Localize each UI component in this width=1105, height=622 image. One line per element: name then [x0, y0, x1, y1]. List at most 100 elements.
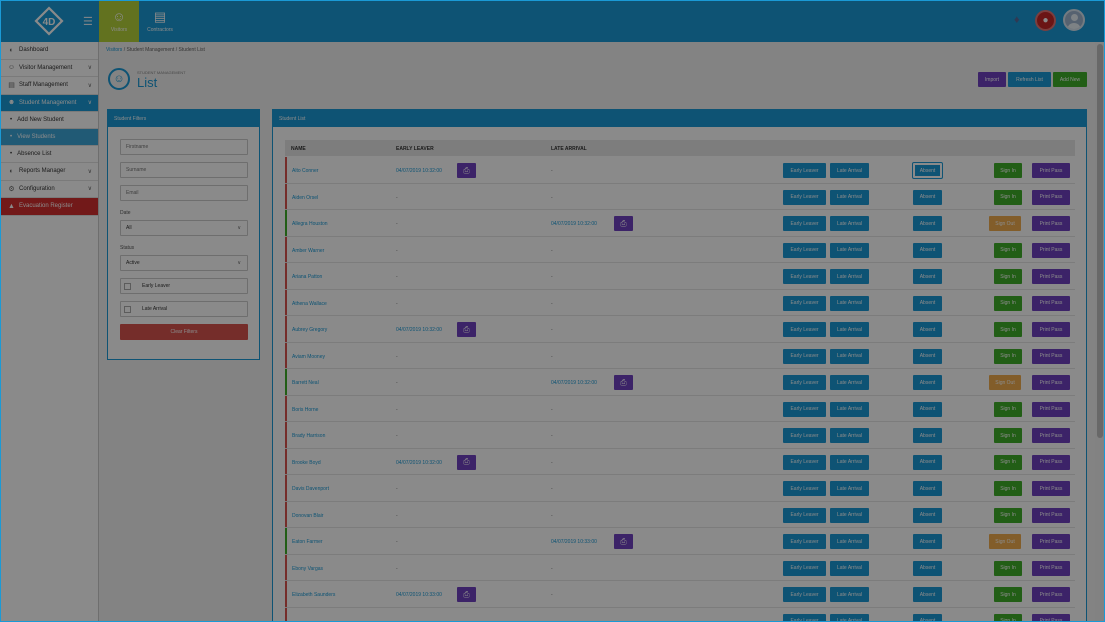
print-pass-button[interactable]: Print Pass: [1032, 534, 1070, 549]
absent-button[interactable]: Absent: [913, 613, 942, 622]
sidebar-item-reports-manager[interactable]: ◐ Reports Manager ∨: [0, 163, 98, 181]
student-name-link[interactable]: Aubrey Gregory: [292, 327, 328, 333]
print-pass-button[interactable]: Print Pass: [1032, 163, 1070, 178]
late-arrival-button[interactable]: Late Arrival: [830, 534, 869, 549]
student-name-link[interactable]: Athena Wallace: [292, 300, 327, 307]
print-pass-button[interactable]: Print Pass: [1032, 560, 1070, 576]
sign-in-button[interactable]: Sign In: [994, 401, 1022, 417]
student-name-link[interactable]: Ariana Patton: [292, 274, 323, 280]
absent-button[interactable]: Absent: [913, 481, 942, 496]
absent-button[interactable]: Absent: [913, 348, 942, 364]
print-icon[interactable]: ⎙: [614, 534, 633, 549]
print-pass-button[interactable]: Print Pass: [1032, 454, 1070, 470]
print-pass-button[interactable]: Print Pass: [1032, 295, 1070, 311]
column-header-late-arrival[interactable]: LATE ARRIVAL: [551, 146, 587, 152]
late-arrival-checkbox[interactable]: [124, 306, 131, 313]
sign-in-button[interactable]: Sign In: [994, 295, 1022, 311]
student-name-link[interactable]: Brady Harrison: [292, 433, 326, 439]
print-pass-button[interactable]: Print Pass: [1032, 613, 1070, 622]
print-icon[interactable]: ⎙: [614, 375, 633, 390]
late-arrival-button[interactable]: Late Arrival: [830, 189, 869, 205]
sign-in-button[interactable]: Sign In: [994, 587, 1022, 602]
sign-in-button[interactable]: Sign In: [994, 481, 1022, 496]
sign-in-button[interactable]: Sign In: [994, 428, 1022, 443]
absent-button[interactable]: Absent: [913, 401, 942, 417]
student-name-link[interactable]: Aviam Mooney: [292, 353, 325, 360]
print-pass-button[interactable]: Print Pass: [1032, 189, 1070, 205]
date-select[interactable]: All ∨: [120, 220, 248, 236]
early-leaver-button[interactable]: Early Leaver: [783, 242, 826, 258]
absent-button[interactable]: Absent: [913, 375, 942, 390]
early-leaver-button[interactable]: Early Leaver: [783, 348, 826, 364]
sign-in-button[interactable]: Sign In: [994, 507, 1022, 523]
print-pass-button[interactable]: Print Pass: [1032, 375, 1070, 390]
sign-in-button[interactable]: Sign In: [994, 269, 1022, 284]
absent-button[interactable]: Absent: [913, 507, 942, 523]
early-leaver-button[interactable]: Early Leaver: [783, 560, 826, 576]
absent-button[interactable]: Absent: [913, 587, 942, 602]
print-pass-button[interactable]: Print Pass: [1032, 216, 1070, 231]
sign-in-button[interactable]: Sign In: [994, 560, 1022, 576]
page-scrollbar[interactable]: [1095, 42, 1105, 622]
surname-input[interactable]: Surname: [120, 162, 248, 178]
late-arrival-button[interactable]: Late Arrival: [830, 322, 869, 337]
print-icon[interactable]: ⎙: [457, 322, 476, 337]
absent-button[interactable]: Absent: [913, 269, 942, 284]
absent-button[interactable]: Absent: [913, 189, 942, 205]
sidebar-item-student-management[interactable]: ☻ Student Management ∨: [0, 94, 98, 112]
early-leaver-button[interactable]: Early Leaver: [783, 507, 826, 523]
late-arrival-button[interactable]: Late Arrival: [830, 295, 869, 311]
absent-button[interactable]: Absent: [913, 163, 942, 178]
early-leaver-button[interactable]: Early Leaver: [783, 216, 826, 231]
student-name-link[interactable]: Donovan Blair: [292, 512, 324, 519]
print-pass-button[interactable]: Print Pass: [1032, 242, 1070, 258]
early-leaver-button[interactable]: Early Leaver: [783, 587, 826, 602]
sign-in-button[interactable]: Sign In: [994, 322, 1022, 337]
early-leaver-button[interactable]: Early Leaver: [783, 481, 826, 496]
absent-button[interactable]: Absent: [913, 322, 942, 337]
early-leaver-button[interactable]: Early Leaver: [783, 428, 826, 443]
sidebar-item-staff-management[interactable]: ▤ Staff Management ∨: [0, 77, 98, 95]
firstname-input[interactable]: Firstname: [120, 139, 248, 155]
print-pass-button[interactable]: Print Pass: [1032, 401, 1070, 417]
late-arrival-button[interactable]: Late Arrival: [830, 242, 869, 258]
late-arrival-button[interactable]: Late Arrival: [830, 401, 869, 417]
print-pass-button[interactable]: Print Pass: [1032, 269, 1070, 284]
sign-in-button[interactable]: Sign In: [994, 613, 1022, 622]
early-leaver-button[interactable]: Early Leaver: [783, 322, 826, 337]
student-name-link[interactable]: Barrett Neal: [292, 380, 319, 386]
early-leaver-button[interactable]: Early Leaver: [783, 534, 826, 549]
early-leaver-button[interactable]: Early Leaver: [783, 613, 826, 622]
late-arrival-button[interactable]: Late Arrival: [830, 216, 869, 231]
early-leaver-button[interactable]: Early Leaver: [783, 269, 826, 284]
absent-button[interactable]: Absent: [913, 534, 942, 549]
sidebar-item-evacuation-register[interactable]: ▲ Evacuation Register: [0, 198, 98, 216]
absent-button[interactable]: Absent: [913, 295, 942, 311]
sign-in-button[interactable]: Sign In: [994, 454, 1022, 470]
app-logo[interactable]: 4D: [0, 0, 98, 42]
early-leaver-checkbox[interactable]: [124, 283, 131, 290]
absent-button[interactable]: Absent: [913, 454, 942, 470]
early-leaver-button[interactable]: Early Leaver: [783, 454, 826, 470]
alert-drop-icon[interactable]: ●: [1035, 10, 1056, 31]
late-arrival-button[interactable]: Late Arrival: [830, 613, 869, 622]
student-name-link[interactable]: Boris Horne: [292, 406, 319, 413]
student-name-link[interactable]: Allegra Houston: [292, 221, 328, 227]
student-name-link[interactable]: Brooke Boyd: [292, 459, 321, 466]
print-icon[interactable]: ⎙: [457, 163, 476, 178]
email-input[interactable]: Email: [120, 185, 248, 201]
late-arrival-button[interactable]: Late Arrival: [830, 560, 869, 576]
absent-button[interactable]: Absent: [913, 560, 942, 576]
late-arrival-button[interactable]: Late Arrival: [830, 348, 869, 364]
column-header-name[interactable]: NAME: [291, 146, 306, 152]
user-avatar[interactable]: [1063, 9, 1085, 31]
sidebar-item-visitor-management[interactable]: ☺ Visitor Management ∨: [0, 60, 98, 77]
student-name-link[interactable]: Ebony Vargas: [292, 565, 324, 572]
breadcrumb-student-management[interactable]: Student Management: [126, 47, 175, 53]
late-arrival-button[interactable]: Late Arrival: [830, 587, 869, 602]
late-arrival-button[interactable]: Late Arrival: [830, 163, 869, 178]
student-name-link[interactable]: Davis Davenport: [292, 486, 329, 492]
late-arrival-button[interactable]: Late Arrival: [830, 454, 869, 470]
late-arrival-button[interactable]: Late Arrival: [830, 481, 869, 496]
print-pass-button[interactable]: Print Pass: [1032, 428, 1070, 443]
